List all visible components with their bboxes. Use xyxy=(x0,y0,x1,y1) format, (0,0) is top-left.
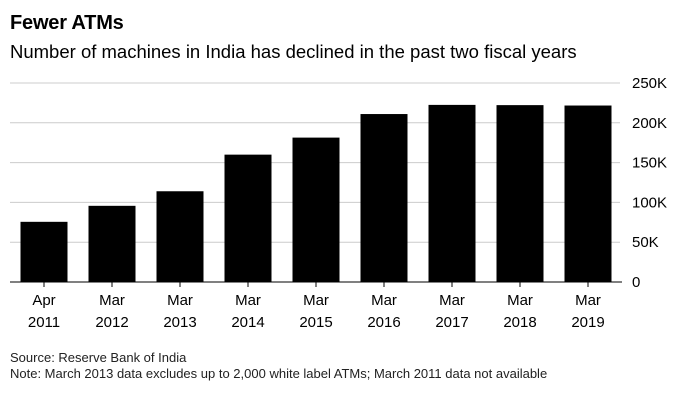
x-tick-label: Apr 2011 xyxy=(28,292,60,331)
bar xyxy=(292,137,340,282)
y-tick-label: 0 xyxy=(632,274,640,291)
bar xyxy=(88,205,136,282)
x-tick-label: Mar 2019 xyxy=(571,292,604,331)
x-tick-label: Mar 2018 xyxy=(503,292,536,331)
x-tick-label: Mar 2012 xyxy=(95,292,128,331)
chart-subtitle: Number of machines in India has declined… xyxy=(10,41,577,62)
y-tick-label: 100K xyxy=(632,194,667,211)
x-tick-label: Mar 2016 xyxy=(367,292,400,331)
x-tick-label: Mar 2014 xyxy=(231,292,264,331)
bar xyxy=(496,105,544,282)
bar xyxy=(360,114,408,282)
x-tick-label: Mar 2017 xyxy=(435,292,468,331)
x-axis-ticks: Apr 2011 Mar 2012 Mar 2013 Mar 2014 Mar 2015 Mar 20… xyxy=(28,282,605,331)
y-axis-ticks: 0 50K 100K 150K 200K 250K xyxy=(632,75,667,291)
x-tick-label: Mar 2015 xyxy=(299,292,332,331)
source-note: Source: Reserve Bank of India xyxy=(10,350,187,365)
chart-title: Fewer ATMs xyxy=(10,12,124,34)
y-tick-label: 150K xyxy=(632,155,667,172)
footnote: Note: March 2013 data excludes up to 2,0… xyxy=(10,366,548,381)
x-tick-label: Mar 2013 xyxy=(163,292,196,331)
bar xyxy=(564,105,612,283)
y-tick-label: 250K xyxy=(632,75,667,92)
y-tick-label: 200K xyxy=(632,115,667,132)
y-tick-label: 50K xyxy=(632,234,659,251)
bar xyxy=(156,191,204,282)
bars xyxy=(20,104,612,283)
bar-chart: 0 50K 100K 150K 200K 250K Apr 2011 Mar 2012 Mar 20… xyxy=(10,75,667,331)
bar xyxy=(224,154,272,282)
bar xyxy=(428,104,476,282)
bar xyxy=(20,221,68,282)
